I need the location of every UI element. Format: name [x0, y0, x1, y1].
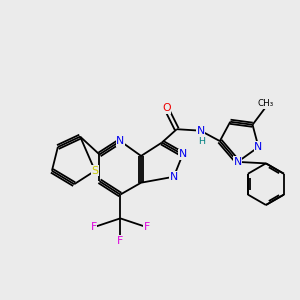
Text: S: S: [92, 166, 98, 176]
Text: F: F: [117, 236, 123, 246]
Text: N: N: [196, 126, 205, 136]
Text: H: H: [198, 137, 205, 146]
Text: F: F: [90, 222, 97, 232]
Text: N: N: [178, 149, 187, 160]
Text: N: N: [170, 172, 178, 182]
Text: O: O: [162, 103, 171, 113]
Text: N: N: [234, 157, 242, 167]
Text: F: F: [144, 222, 150, 232]
Text: N: N: [254, 142, 262, 152]
Text: CH₃: CH₃: [258, 99, 274, 108]
Text: N: N: [116, 136, 124, 146]
